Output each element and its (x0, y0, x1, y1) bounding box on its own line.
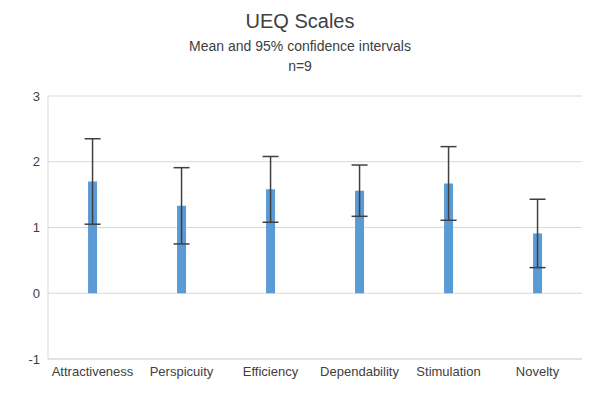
svg-text:Stimulation: Stimulation (416, 364, 480, 379)
svg-text:1: 1 (33, 220, 40, 235)
html-text:UEQ Scales: UEQ Scales (245, 10, 355, 32)
svg-text:-1: -1 (28, 352, 40, 367)
html-text:Mean and 95% confidence interv: Mean and 95% confidence intervals (189, 38, 411, 54)
svg-text:2: 2 (33, 154, 40, 169)
svg-text:Perspicuity: Perspicuity (150, 364, 214, 379)
svg-text:Dependability: Dependability (320, 364, 399, 379)
html-text:n=9: n=9 (288, 58, 312, 74)
svg-text:0: 0 (33, 286, 40, 301)
svg-text:Attractiveness: Attractiveness (52, 364, 134, 379)
svg-text:Efficiency: Efficiency (243, 364, 299, 379)
svg-text:3: 3 (33, 89, 40, 104)
svg-text:Novelty: Novelty (516, 364, 560, 379)
